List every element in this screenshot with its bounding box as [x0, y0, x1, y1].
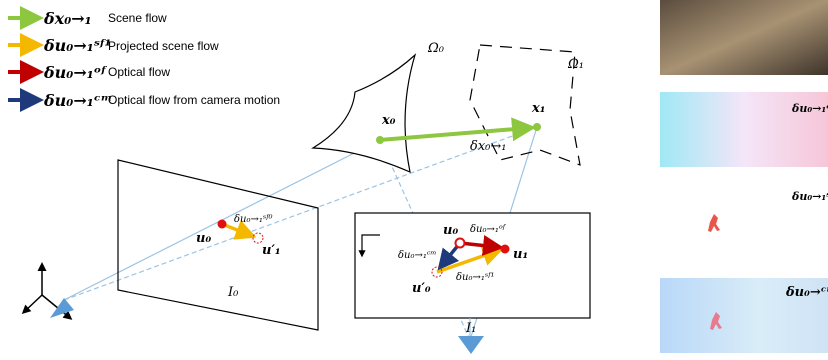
- camera-1: [458, 336, 484, 354]
- optical-flow-arrow: [459, 235, 504, 256]
- cm-label: δu₀→₁ᶜᵐ: [398, 250, 437, 261]
- surface-omega0: [311, 53, 417, 174]
- point-u0: [217, 219, 227, 229]
- legend: δx₀→₁ δu₀→₁ˢᶠ¹ δu₀→₁ᵒᶠ δu₀→₁ᶜᵐ Scene flo…: [8, 6, 280, 112]
- legend-label: Optical flow: [108, 65, 170, 79]
- u0-label: u₀: [196, 231, 211, 246]
- ray: [63, 126, 538, 301]
- projected-flow-arrow: [221, 220, 257, 240]
- point-u0: [454, 237, 466, 249]
- u0-label: u₀: [443, 223, 458, 238]
- image-plane-0: [117, 159, 319, 331]
- x0-label: x₀: [381, 113, 396, 128]
- thumbnail-optical-flow: [660, 92, 828, 167]
- legend-label: Projected scene flow: [108, 39, 219, 53]
- omega1-label: Ω₁: [567, 57, 584, 72]
- figure-silhouette: [708, 214, 720, 232]
- x1-label: x₁: [531, 101, 545, 116]
- legend-symbol: δu₀→₁ᵒᶠ: [43, 63, 107, 82]
- point-x1: [533, 123, 541, 131]
- legend-label: Optical flow from camera motion: [108, 93, 280, 107]
- axis: [21, 294, 43, 315]
- flow-label: δu₀→₁ˢᶠ⁰: [234, 214, 273, 225]
- panel-of-label: δu₀→₁ᵒᶠ: [791, 102, 828, 115]
- point-u0-prime: [431, 266, 443, 278]
- axis-hint: [358, 234, 380, 258]
- plane1-label: I₁: [465, 321, 476, 336]
- surface-omega1: [469, 44, 581, 166]
- point-u1-prime: [252, 232, 264, 244]
- panel-cm-label: δu₀→ᶜᵐ: [785, 285, 828, 300]
- point-x0: [376, 136, 384, 144]
- image-plane-1: [354, 212, 591, 319]
- legend-symbol: δu₀→₁ˢᶠ¹: [43, 36, 111, 55]
- omega0-label: Ω₀: [427, 41, 445, 56]
- thumbnail-camera-flow: [660, 278, 828, 353]
- thumbnail-image: [660, 0, 828, 75]
- plane0-label: I₀: [227, 285, 239, 300]
- legend-symbol: δx₀→₁: [43, 9, 92, 28]
- figure-silhouette: [710, 312, 722, 330]
- of-label: δu₀→₁ᵒᶠ: [470, 224, 507, 235]
- axis: [41, 294, 73, 320]
- sf-label: δu₀→₁ˢᶠ¹: [456, 272, 495, 283]
- camera-icon: [50, 298, 74, 318]
- scene-flow-label: δx₀→₁: [470, 139, 506, 154]
- panel-sf-label: δu₀→₁ˢᶠ¹: [791, 190, 828, 203]
- legend-label: Scene flow: [108, 11, 167, 25]
- camera-0: [21, 262, 74, 320]
- u0p-label: u′₀: [412, 281, 431, 296]
- u1p-label: u′₁: [262, 243, 281, 258]
- scene-flow-arrow: [379, 117, 536, 142]
- point-u1: [500, 244, 510, 254]
- u1-label: u₁: [513, 247, 528, 262]
- legend-symbol: δu₀→₁ᶜᵐ: [43, 91, 112, 110]
